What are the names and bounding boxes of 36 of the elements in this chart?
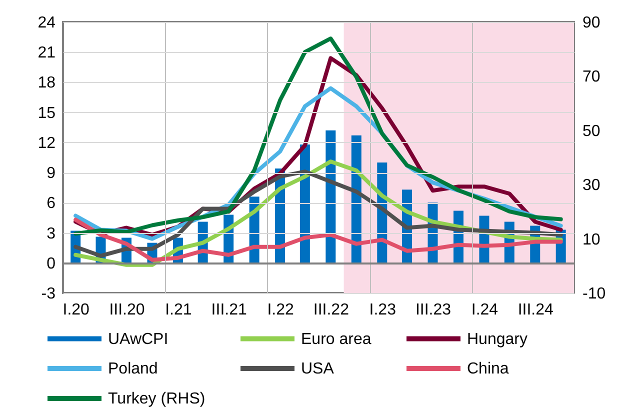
legend-label: Poland [108, 360, 158, 378]
line-series [74, 160, 563, 267]
y-tick-label: 24 [38, 14, 56, 32]
y2-tick-label: 70 [582, 68, 600, 86]
y2-tick-label: 10 [582, 231, 600, 248]
legend-label: Euro area [301, 330, 372, 348]
x-tick-label: I.21 [165, 302, 192, 318]
y2-tick-label: 90 [582, 14, 600, 32]
y-tick-label: 18 [38, 74, 56, 92]
y-tick-label: 3 [46, 225, 56, 242]
y-tick-label: 9 [46, 165, 56, 182]
legend-label: USA [301, 360, 334, 378]
legend-label: Hungary [467, 330, 528, 348]
x-tick-label: I.20 [62, 302, 90, 318]
y-tick-label: 15 [38, 104, 56, 122]
y-tick-label: 0 [46, 255, 56, 272]
y2-tick-label: -10 [582, 286, 606, 302]
legend-label: Turkey (RHS) [108, 390, 206, 407]
x-tick-label: I.23 [369, 302, 396, 318]
x-tick-label: I.24 [471, 302, 498, 318]
line-series [74, 218, 563, 262]
legend-label: China [467, 360, 509, 378]
x-tick-label: I.22 [267, 302, 294, 318]
y2-tick-label: 50 [582, 122, 600, 140]
y-tick-label: 6 [46, 195, 56, 212]
x-tick-label: III.20 [109, 302, 145, 318]
y-tick-label: 12 [38, 134, 56, 152]
x-tick-label: III.24 [518, 302, 554, 318]
x-tick-label: III.22 [313, 302, 350, 318]
y2-tick-label: 30 [582, 177, 600, 194]
legend-label: UAwCPI [108, 330, 168, 348]
y-tick-label: -3 [41, 286, 56, 302]
x-tick-label: III.23 [415, 302, 452, 318]
y-tick-label: 21 [38, 44, 56, 62]
line-series [74, 170, 563, 258]
x-tick-label: III.21 [211, 302, 247, 318]
